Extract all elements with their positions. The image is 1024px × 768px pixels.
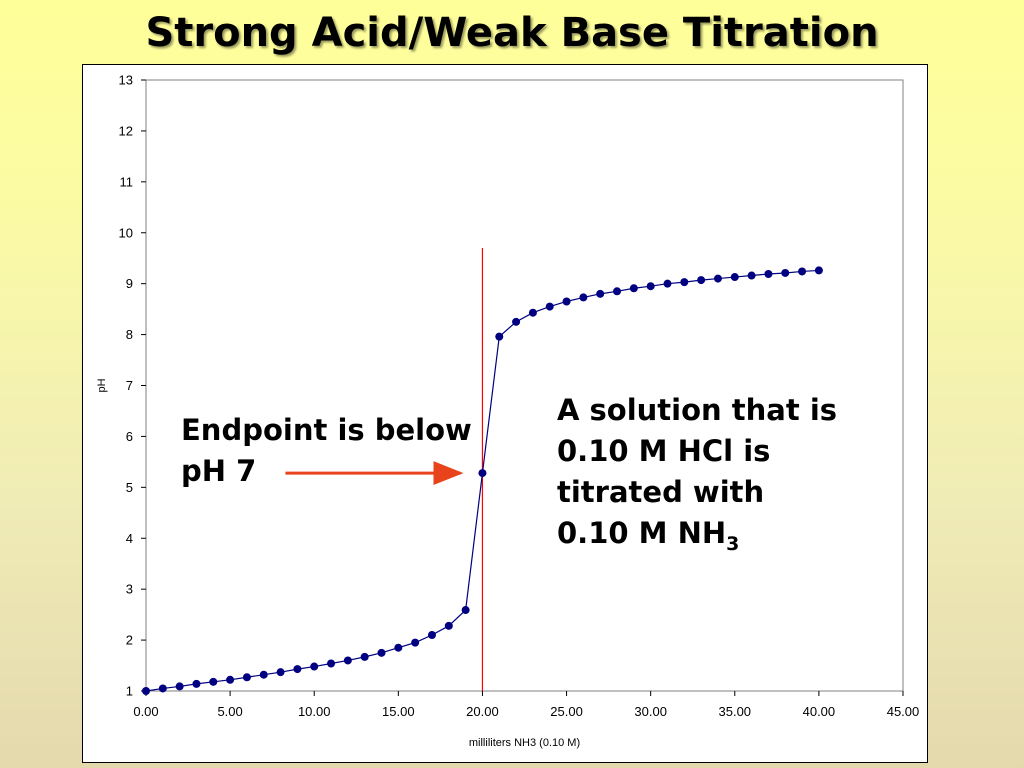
data-point <box>663 279 672 288</box>
data-points <box>142 266 823 695</box>
data-point <box>528 308 537 317</box>
data-point <box>175 682 184 691</box>
solution-annotation-line-4-text: 0.10 M NH <box>557 516 727 550</box>
data-point <box>158 684 167 693</box>
data-point <box>444 621 453 630</box>
data-point <box>360 652 369 661</box>
data-point <box>327 659 336 668</box>
data-point <box>814 266 823 275</box>
y-tick-label: 10 <box>119 225 133 240</box>
x-tick-label: 10.00 <box>298 704 331 719</box>
data-point <box>310 662 319 671</box>
data-point <box>259 670 268 679</box>
data-point <box>427 630 436 639</box>
data-point <box>142 687 150 695</box>
y-tick-label: 9 <box>126 276 133 291</box>
x-tick-label: 20.00 <box>466 704 499 719</box>
solution-annotation-line-3: titrated with <box>557 475 765 509</box>
endpoint-annotation-line-1: Endpoint is below <box>181 413 472 447</box>
data-point <box>713 274 722 283</box>
y-tick-label: 11 <box>120 174 134 189</box>
solution-annotation-line-4: 0.10 M NH3 <box>557 513 877 554</box>
plot-area <box>145 79 904 692</box>
data-point <box>646 282 655 291</box>
y-tick-label: 6 <box>126 429 133 444</box>
data-point <box>562 297 571 306</box>
data-point <box>411 638 420 647</box>
slide-title: Strong Acid/Weak Base Titration <box>145 10 879 56</box>
y-tick-label: 12 <box>119 123 133 138</box>
endpoint-annotation-line-2: pH 7 <box>181 454 257 488</box>
y-tick-label: 8 <box>126 327 133 342</box>
data-point <box>495 332 504 341</box>
data-point <box>697 276 706 285</box>
chart-frame: 1 2 3 4 5 6 7 8 9 10 11 12 13 0.00 5.00 10.00 15.00 20.0… <box>82 64 928 763</box>
x-tick-label: 15.00 <box>382 704 415 719</box>
data-point <box>343 656 352 665</box>
endpoint-annotation: Endpoint is below pH 7 <box>181 410 481 492</box>
data-point <box>242 673 251 682</box>
y-tick-label: 4 <box>126 531 133 546</box>
x-tick-label: 5.00 <box>217 704 242 719</box>
x-tick-label: 30.00 <box>634 704 667 719</box>
data-point <box>209 677 218 686</box>
y-tick-label: 2 <box>126 633 133 648</box>
data-point <box>293 665 302 674</box>
data-point <box>276 668 285 677</box>
data-point <box>596 289 605 298</box>
data-point <box>629 284 638 293</box>
data-point <box>613 287 622 296</box>
x-axis-title: milliliters NH3 (0.10 M) <box>469 737 580 749</box>
data-point <box>461 606 470 615</box>
solution-annotation-line-1: A solution that is <box>557 393 838 427</box>
y-axis-title: pH <box>96 378 108 392</box>
data-point <box>377 648 386 657</box>
x-axis-ticks: 0.00 5.00 10.00 15.00 20.00 25.00 30.00 35.00 40… <box>133 691 919 719</box>
solution-annotation: A solution that is 0.10 M HCl is titrate… <box>557 390 877 554</box>
data-point <box>394 643 403 652</box>
data-point <box>226 675 235 684</box>
y-tick-label: 5 <box>126 480 133 495</box>
data-point <box>192 679 201 688</box>
y-tick-label: 1 <box>126 684 133 699</box>
data-point <box>478 469 487 478</box>
subscript-3: 3 <box>726 533 740 555</box>
data-point <box>781 268 790 277</box>
data-point <box>730 273 739 282</box>
y-tick-label: 3 <box>126 582 133 597</box>
data-point <box>579 293 588 302</box>
data-point <box>512 317 521 326</box>
x-tick-label: 45.00 <box>887 704 920 719</box>
data-point <box>764 269 773 278</box>
y-tick-label: 13 <box>119 73 133 88</box>
x-tick-label: 25.00 <box>550 704 583 719</box>
data-point <box>798 267 807 276</box>
data-point <box>680 278 689 287</box>
data-point <box>545 302 554 311</box>
solution-annotation-line-2: 0.10 M HCl is <box>557 434 771 468</box>
x-tick-label: 35.00 <box>719 704 752 719</box>
x-tick-label: 40.00 <box>803 704 836 719</box>
x-tick-label: 0.00 <box>133 704 158 719</box>
y-tick-label: 7 <box>126 378 133 393</box>
data-point <box>747 271 756 280</box>
